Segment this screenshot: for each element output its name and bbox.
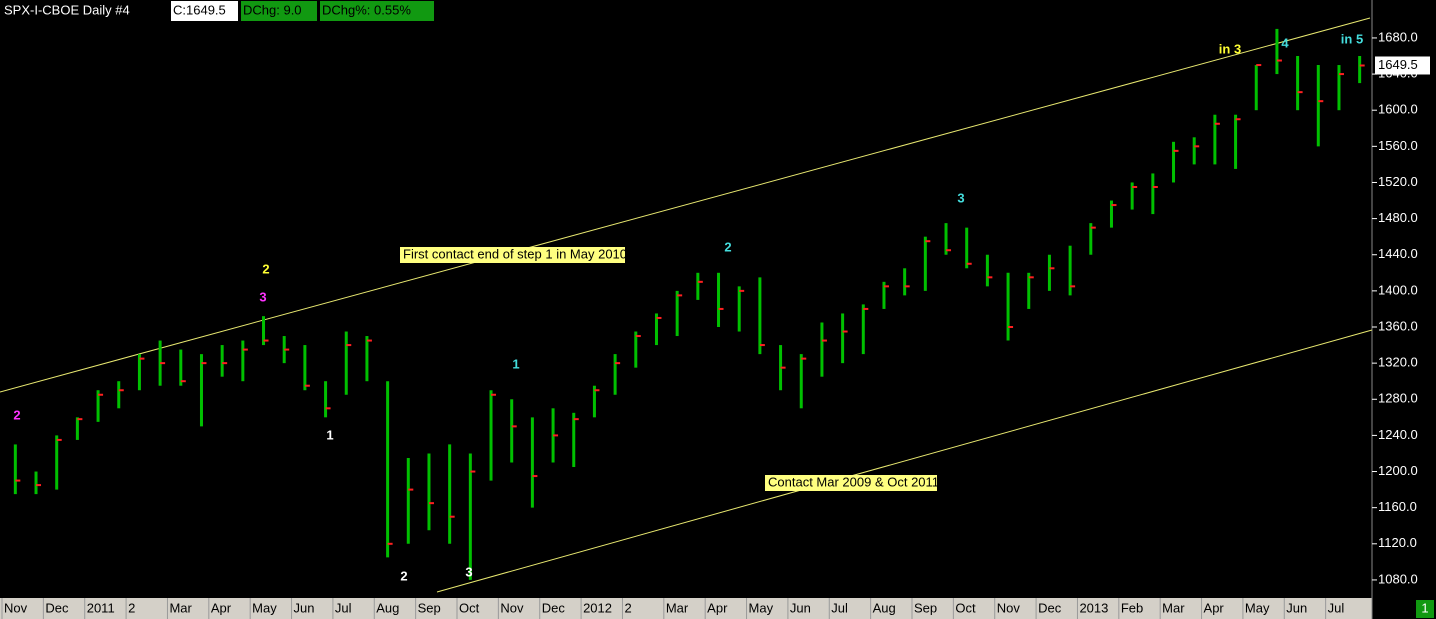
y-tick-label: 1280.0 <box>1378 391 1418 406</box>
y-tick-label: 1680.0 <box>1378 29 1418 44</box>
x-tick-label: Jul <box>335 600 352 615</box>
x-tick-label: 2013 <box>1079 600 1108 615</box>
y-tick-label: 1080.0 <box>1378 571 1418 586</box>
x-tick-label: Jul <box>1328 600 1345 615</box>
x-tick-label: Mar <box>169 600 192 615</box>
wave-label: 2 <box>262 261 269 276</box>
y-tick-label: 1600.0 <box>1378 102 1418 117</box>
x-tick-label: Apr <box>707 600 728 615</box>
price-tag <box>1375 56 1430 75</box>
wave-label: in 5 <box>1341 31 1363 46</box>
x-tick-label: Apr <box>211 600 232 615</box>
x-tick-label: 2 <box>624 600 631 615</box>
x-tick-label: Oct <box>459 600 480 615</box>
y-tick-label: 1120.0 <box>1378 535 1417 550</box>
wave-label: 3 <box>957 190 964 205</box>
y-tick-label: 1480.0 <box>1378 210 1418 225</box>
note: Contact Mar 2009 & Oct 2011 <box>768 474 939 489</box>
y-tick-label: 1320.0 <box>1378 355 1418 370</box>
x-tick-label: 2012 <box>583 600 612 615</box>
symbol: SPX-I-CBOE Daily #4 <box>4 2 130 17</box>
x-tick-label: Aug <box>376 600 399 615</box>
y-tick-label: 1560.0 <box>1378 138 1418 153</box>
x-tick-label: Jun <box>1286 600 1307 615</box>
x-tick-label: Feb <box>1121 600 1143 615</box>
x-tick-label: Dec <box>542 600 566 615</box>
x-axis-strip <box>0 598 1372 619</box>
y-tick-label: 1240.0 <box>1378 427 1418 442</box>
x-tick-label: Jun <box>294 600 315 615</box>
y-tick-label: 1440.0 <box>1378 246 1418 261</box>
note-box <box>765 475 937 491</box>
x-tick-label: Dec <box>45 600 69 615</box>
x-tick-label: Mar <box>1162 600 1185 615</box>
x-tick-label: Jun <box>790 600 811 615</box>
y-tick-label: 1160.0 <box>1378 499 1417 514</box>
x-tick-label: Oct <box>955 600 976 615</box>
change-label: DChg: 9.0 <box>243 2 302 17</box>
panel-box <box>1416 600 1434 618</box>
x-tick-label: Sep <box>418 600 441 615</box>
wave-label: 4 <box>1281 35 1289 50</box>
wave-label: 3 <box>465 564 472 579</box>
change-pct-box <box>320 1 434 21</box>
x-tick-label: Sep <box>914 600 937 615</box>
y-tick-label: 1200.0 <box>1378 463 1418 478</box>
change-box <box>241 1 317 21</box>
note: First contact end of step 1 in May 2010 <box>403 246 627 261</box>
wave-label: in 3 <box>1219 41 1241 56</box>
wave-label: 1 <box>326 427 333 442</box>
lower-trend-line <box>436 329 1373 593</box>
y-tick-label: 1400.0 <box>1378 282 1418 297</box>
x-tick-label: Nov <box>997 600 1021 615</box>
wave-label: 1 <box>512 356 519 371</box>
x-tick-label: 2 <box>128 600 135 615</box>
note-box <box>400 247 625 263</box>
panel-number: 1 <box>1421 600 1428 615</box>
x-tick-label: May <box>1245 600 1270 615</box>
wave-label: 2 <box>400 568 407 583</box>
wave-label: 3 <box>259 289 266 304</box>
close-label: C:1649.5 <box>173 2 226 17</box>
x-tick-label: 2011 <box>87 600 115 615</box>
x-tick-label: Nov <box>500 600 524 615</box>
close-box <box>171 1 238 21</box>
x-tick-label: Nov <box>4 600 28 615</box>
x-tick-label: Jul <box>831 600 848 615</box>
x-tick-label: Dec <box>1038 600 1062 615</box>
y-tick-label: 1360.0 <box>1378 318 1418 333</box>
price-tag-label: 1649.5 <box>1378 57 1418 72</box>
wave-label: 2 <box>13 407 20 422</box>
y-tick-label: 1520.0 <box>1378 174 1418 189</box>
x-tick-label: Aug <box>873 600 896 615</box>
upper-trend-line <box>0 17 1371 393</box>
x-tick-label: Mar <box>666 600 689 615</box>
x-tick-label: May <box>749 600 774 615</box>
x-tick-label: Apr <box>1204 600 1225 615</box>
header-bg <box>0 1 170 21</box>
wave-label: 2 <box>724 239 731 254</box>
change-pct-label: DChg%: 0.55% <box>322 2 411 17</box>
x-tick-label: May <box>252 600 277 615</box>
